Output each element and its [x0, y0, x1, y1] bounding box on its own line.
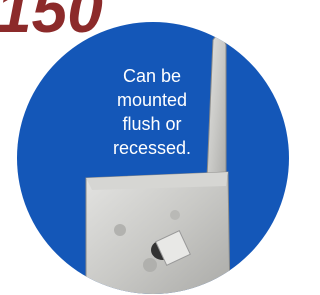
caption-line: mounted [117, 90, 187, 110]
illustration: 150 Can be mounted flush or recessed. [0, 0, 293, 295]
caption-line: Can be [123, 66, 181, 86]
page: 150 Can be mounted flush or recessed. ((… [0, 0, 293, 295]
caption-line: recessed. [113, 138, 191, 158]
model-number: 150 [0, 0, 103, 46]
caption-line: flush or [122, 114, 181, 134]
